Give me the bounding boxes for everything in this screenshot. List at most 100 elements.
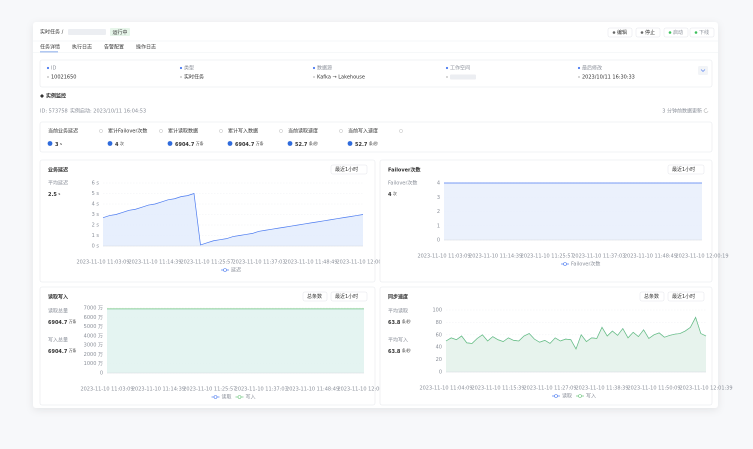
x-tick-label: 2023-11-10 12:00:19	[337, 387, 390, 393]
button[interactable]	[663, 27, 689, 38]
info-dot	[180, 76, 182, 78]
metric-value: 6904.7 万条	[235, 141, 264, 148]
area-fill	[103, 193, 363, 246]
button[interactable]	[689, 27, 715, 38]
stat-value: 6904.7 万条	[48, 319, 77, 326]
value: 52.7	[355, 142, 368, 148]
refresh-icon	[703, 108, 709, 113]
blurred-value	[450, 74, 476, 80]
unit: 条/秒	[369, 141, 378, 146]
legend-marker	[563, 262, 567, 266]
info-label: 最后修改	[582, 65, 602, 72]
x-tick-label: 2023-11-10 11:25:57	[180, 260, 233, 266]
x-tick-label: 2023-11-10 11:15:39	[471, 386, 524, 392]
x-tick-label: 2023-11-10 12:01:39	[679, 386, 732, 392]
stat-value: 63.8 条/秒	[388, 348, 411, 355]
unit: s	[60, 141, 62, 146]
y-tick-label: 1 s	[92, 233, 100, 239]
legend-label: 写入	[586, 394, 596, 400]
metric-label: 累计写入数据	[228, 128, 258, 135]
chart-panel	[39, 159, 376, 283]
metric-label: 当前读取速度	[288, 128, 318, 135]
info-value: 实时任务	[184, 74, 204, 81]
button[interactable]	[635, 27, 661, 38]
x-tick-label: 2023-11-10 11:14:39	[132, 387, 185, 393]
value: 6904.7	[235, 142, 255, 148]
stat-label: 平均写入	[388, 337, 408, 344]
section-title: 实例监控	[46, 93, 66, 100]
unit: 条/秒	[309, 141, 318, 146]
y-tick-label: 0	[100, 371, 103, 377]
button-label: 下线	[699, 29, 709, 36]
unit: 万条	[69, 348, 77, 353]
info-icon	[577, 66, 581, 70]
metric-icon	[227, 141, 233, 146]
info-hint	[99, 129, 103, 133]
info-value: 2023/10/11 16:30:33	[582, 75, 635, 81]
metric-label: 累计Failover次数	[108, 128, 147, 135]
y-tick-label: 4 s	[92, 202, 100, 208]
value: 6904.7	[48, 349, 68, 355]
chart-button-label: 总条数	[307, 293, 322, 300]
chart-button[interactable]	[667, 164, 705, 175]
y-tick-label: 4000 万	[84, 333, 103, 339]
button-icon	[612, 31, 616, 34]
y-tick-label: 1000 万	[84, 361, 103, 367]
stat-value: 2.5 s	[48, 191, 60, 198]
metric-icon	[107, 141, 113, 146]
chart-button[interactable]	[639, 291, 665, 302]
area-fill	[446, 317, 706, 372]
metric-value: 52.7 条/秒	[295, 141, 318, 148]
chart-button[interactable]	[330, 291, 368, 302]
info-label: 类型	[184, 65, 194, 72]
stat-label: 读取总量	[48, 308, 68, 315]
line	[102, 193, 364, 246]
instance-id: ID: 573758	[40, 109, 68, 115]
value: 3	[55, 142, 59, 148]
chart-button-label: 最近1小时	[335, 166, 358, 173]
value: 2.5	[48, 192, 57, 198]
x-tick-label: 2023-11-10 11:03:09	[417, 254, 470, 260]
x-tick-label: 2023-11-10 11:48:49	[624, 254, 677, 260]
stat-value: 6904.7 万条	[48, 348, 77, 355]
stat-label: 平均读取	[388, 308, 408, 315]
line	[445, 316, 707, 350]
unit: 万条	[196, 141, 204, 146]
legend-marker	[237, 395, 242, 399]
collapse-button[interactable]	[698, 66, 708, 75]
y-tick-label: 6 s	[92, 181, 100, 187]
y-tick-label: 80	[436, 320, 442, 326]
x-tick-label: 2023-11-10 11:04:09	[419, 386, 472, 392]
chart-button[interactable]	[330, 164, 368, 175]
chart-button[interactable]	[667, 291, 705, 302]
chart-button-label: 最近1小时	[672, 166, 695, 173]
status-tag	[110, 28, 130, 36]
y-tick-label: 7000 万	[84, 306, 103, 312]
y-tick-label: 20	[436, 357, 442, 363]
updated: 3 分钟前数据更新	[662, 108, 702, 115]
info-dot	[446, 76, 448, 78]
info-label: 数据源	[317, 65, 332, 72]
button[interactable]	[607, 27, 633, 38]
button-icon	[668, 31, 672, 34]
legend-label: 延迟	[231, 267, 241, 274]
metric-icon	[287, 141, 293, 146]
chart-button-label: 最近1小时	[672, 293, 695, 300]
metric-value: 6904.7 万条	[175, 141, 204, 148]
x-tick-label: 2023-11-10 11:48:49	[286, 387, 339, 393]
x-tick-label: 2023-11-10 12:00:19	[336, 260, 389, 266]
button-label: 编辑	[617, 29, 627, 36]
y-tick-label: 5 s	[92, 191, 100, 197]
tab: 操作日志	[136, 44, 156, 51]
chart-title: Failover次数	[388, 167, 421, 174]
info-dot	[313, 76, 315, 78]
x-tick-label: 2023-11-10 11:25:57	[521, 254, 574, 260]
chart-button[interactable]	[302, 291, 328, 302]
x-tick-label: 2023-11-10 11:25:57	[183, 387, 236, 393]
unit: s	[58, 191, 60, 196]
info-label: 工作空间	[450, 65, 470, 72]
